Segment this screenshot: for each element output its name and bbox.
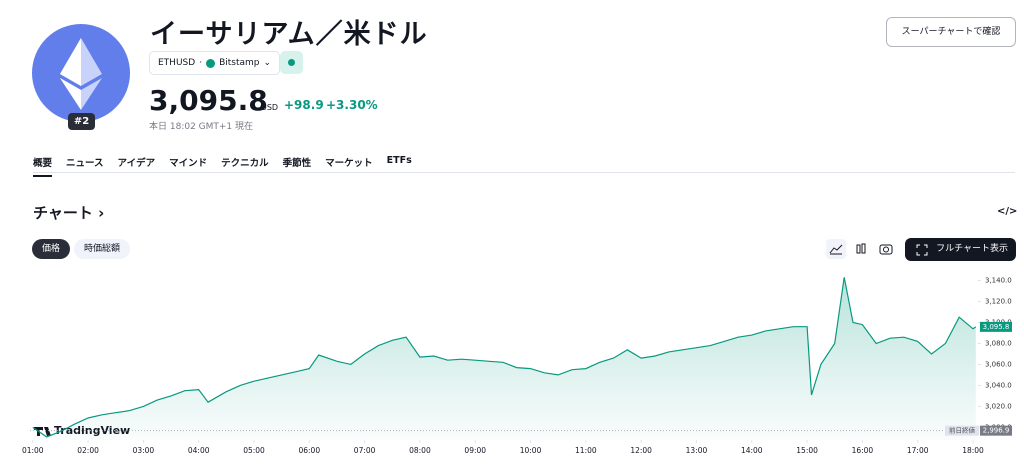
- eth-icon: [60, 38, 102, 110]
- x-tick-label: 06:00: [298, 446, 320, 455]
- x-tick-label: 15:00: [796, 446, 818, 455]
- x-tick-label: 02:00: [77, 446, 99, 455]
- last-price-label: 3,095.8: [983, 323, 1010, 331]
- currency: USD: [261, 103, 279, 112]
- x-tick-label: 08:00: [409, 446, 431, 455]
- last-price-tag: [980, 321, 1012, 332]
- y-tick-label: 3,120.0: [985, 297, 1012, 305]
- y-tick-label: 3,060.0: [985, 360, 1012, 368]
- full-chart-button[interactable]: フルチャート表示: [905, 238, 1016, 261]
- x-tick-label: 13:00: [686, 446, 708, 455]
- prev-close-tag: [980, 425, 1012, 436]
- marketcap-tab[interactable]: 時価総額: [74, 239, 131, 259]
- tab[interactable]: マインド: [169, 158, 208, 169]
- x-tick-label: 14:00: [741, 446, 763, 455]
- full-chart-text: フルチャート表示: [936, 244, 1008, 254]
- tab[interactable]: 概要: [33, 155, 53, 177]
- chart: TradingView3,000.03,020.03,040.03,060.03…: [22, 276, 1012, 455]
- x-tick-label: 12:00: [630, 446, 652, 455]
- y-tick-label: 3,040.0: [985, 381, 1012, 389]
- y-tick-label: 3,080.0: [985, 339, 1012, 347]
- x-tick-label: 10:00: [520, 446, 542, 455]
- section-heading[interactable]: チャート ›: [33, 204, 105, 222]
- x-tick-label: 04:00: [188, 446, 210, 455]
- price-tab[interactable]: 価格: [32, 239, 71, 259]
- x-tick-label: 18:00: [962, 446, 984, 455]
- supercharts-button[interactable]: スーパーチャートで確認: [886, 17, 1016, 47]
- price: 3,095.8: [149, 84, 268, 117]
- tab[interactable]: ETFs: [386, 155, 412, 166]
- prev-close-value: 2,996.9: [983, 427, 1010, 435]
- tab-bar: 概要 ニュース アイデア マインド テクニカル 季節性 マーケット ETFs: [33, 155, 412, 177]
- tab[interactable]: テクニカル: [221, 158, 269, 169]
- symbol-chip[interactable]: ETHUSD · Bitstamp ⌄: [149, 51, 281, 75]
- price-line: [32, 277, 977, 438]
- tab[interactable]: アイデア: [117, 158, 156, 169]
- exchange: Bitstamp: [219, 58, 260, 68]
- tab-divider: [33, 172, 1015, 173]
- embed-icon[interactable]: </>: [997, 206, 1018, 217]
- area-chart-button[interactable]: [826, 239, 846, 259]
- x-tick-label: 01:00: [22, 446, 44, 455]
- change: +98.9: [284, 98, 324, 112]
- x-tick-label: 07:00: [354, 446, 376, 455]
- y-tick-label: 3,020.0: [985, 402, 1012, 410]
- x-tick-label: 09:00: [464, 446, 486, 455]
- x-tick-label: 05:00: [243, 446, 265, 455]
- tab[interactable]: ニュース: [66, 158, 104, 169]
- symbol-title: イーサリアム／米ドル: [150, 19, 428, 50]
- change-percent: +3.30%: [326, 98, 378, 112]
- prev-close-tag-bg: [945, 425, 979, 436]
- candle-chart-button[interactable]: [851, 239, 871, 259]
- rank-badge: #2: [68, 113, 95, 130]
- quote-time: 本日 18:02 GMT+1 現在: [149, 122, 254, 132]
- x-tick-label: 16:00: [852, 446, 874, 455]
- symbol: ETHUSD: [158, 58, 196, 68]
- x-tick-label: 11:00: [575, 446, 597, 455]
- coin-logo: [32, 24, 130, 122]
- tab[interactable]: 季節性: [282, 158, 312, 169]
- area-fill: [32, 277, 976, 440]
- market-status[interactable]: [280, 51, 303, 74]
- x-tick-label: 17:00: [907, 446, 929, 455]
- x-tick-label: 03:00: [133, 446, 155, 455]
- heading-text: チャート: [33, 204, 93, 222]
- y-tick-label: 3,140.0: [985, 276, 1012, 284]
- prev-close-name: 前日終値: [949, 426, 976, 435]
- tab[interactable]: マーケット: [325, 158, 373, 169]
- snapshot-button[interactable]: [876, 239, 896, 259]
